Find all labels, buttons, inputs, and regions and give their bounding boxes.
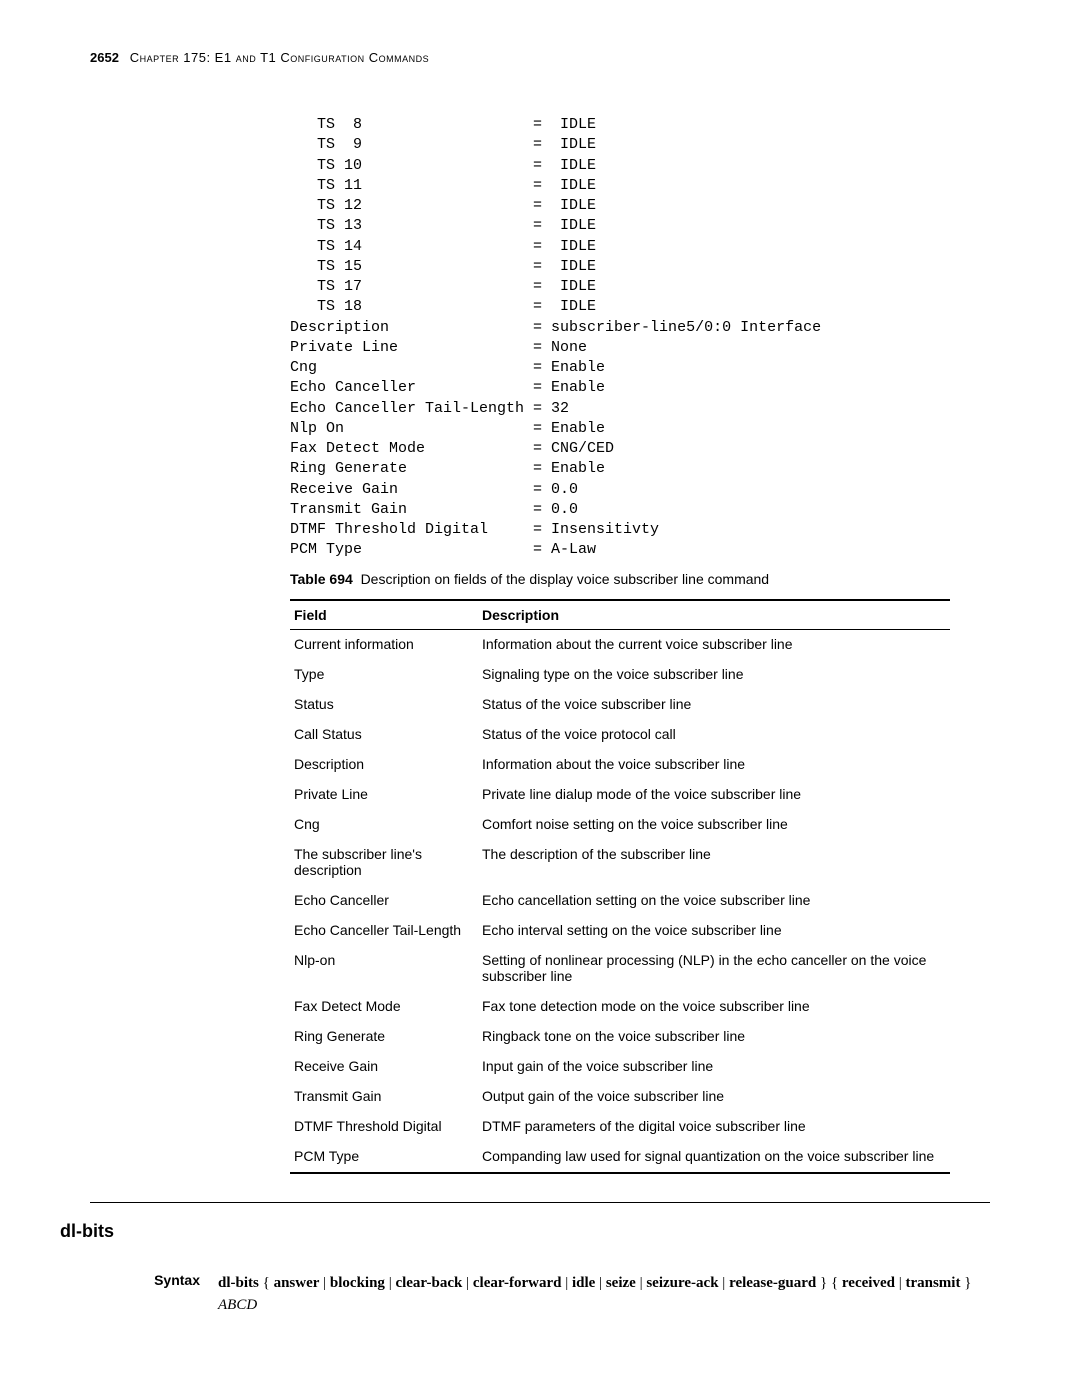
field-cell: Echo Canceller (290, 886, 478, 916)
table-header-field: Field (290, 600, 478, 630)
table-caption: Table 694 Description on fields of the d… (290, 571, 990, 587)
syntax-body: dl-bits { answer | blocking | clear-back… (218, 1272, 990, 1317)
table-row: Ring GenerateRingback tone on the voice … (290, 1022, 950, 1052)
table-row: CngComfort noise setting on the voice su… (290, 810, 950, 840)
table-row: Receive GainInput gain of the voice subs… (290, 1052, 950, 1082)
page-number: 2652 (90, 50, 119, 65)
description-cell: Setting of nonlinear processing (NLP) in… (478, 946, 950, 992)
table-row: Transmit GainOutput gain of the voice su… (290, 1082, 950, 1112)
description-cell: The description of the subscriber line (478, 840, 950, 886)
table-row: Echo Canceller Tail-LengthEcho interval … (290, 916, 950, 946)
description-cell: DTMF parameters of the digital voice sub… (478, 1112, 950, 1142)
table-row: Fax Detect ModeFax tone detection mode o… (290, 992, 950, 1022)
description-cell: Private line dialup mode of the voice su… (478, 780, 950, 810)
table-row: Private LinePrivate line dialup mode of … (290, 780, 950, 810)
description-cell: Echo cancellation setting on the voice s… (478, 886, 950, 916)
section-divider (90, 1202, 990, 1203)
field-cell: Status (290, 690, 478, 720)
syntax-label: Syntax (0, 1272, 218, 1317)
field-cell: Transmit Gain (290, 1082, 478, 1112)
field-cell: Current information (290, 629, 478, 660)
table-row: DescriptionInformation about the voice s… (290, 750, 950, 780)
command-output: TS 8 = IDLE TS 9 = IDLE TS 10 = IDLE TS … (290, 115, 990, 561)
field-cell: Ring Generate (290, 1022, 478, 1052)
table-row: Echo CancellerEcho cancellation setting … (290, 886, 950, 916)
description-cell: Ringback tone on the voice subscriber li… (478, 1022, 950, 1052)
field-cell: The subscriber line's description (290, 840, 478, 886)
table-row: The subscriber line's descriptionThe des… (290, 840, 950, 886)
field-cell: Echo Canceller Tail-Length (290, 916, 478, 946)
section-heading: dl-bits (60, 1221, 990, 1242)
field-cell: Private Line (290, 780, 478, 810)
field-cell: PCM Type (290, 1142, 478, 1173)
description-cell: Companding law used for signal quantizat… (478, 1142, 950, 1173)
description-cell: Information about the voice subscriber l… (478, 750, 950, 780)
description-cell: Signaling type on the voice subscriber l… (478, 660, 950, 690)
description-cell: Fax tone detection mode on the voice sub… (478, 992, 950, 1022)
description-cell: Comfort noise setting on the voice subsc… (478, 810, 950, 840)
field-cell: Nlp-on (290, 946, 478, 992)
field-cell: Call Status (290, 720, 478, 750)
table-row: TypeSignaling type on the voice subscrib… (290, 660, 950, 690)
description-cell: Echo interval setting on the voice subsc… (478, 916, 950, 946)
description-cell: Status of the voice protocol call (478, 720, 950, 750)
description-cell: Information about the current voice subs… (478, 629, 950, 660)
field-cell: Receive Gain (290, 1052, 478, 1082)
field-cell: Cng (290, 810, 478, 840)
chapter-title: Chapter 175: E1 and T1 Configuration Com… (130, 50, 429, 65)
table-row: StatusStatus of the voice subscriber lin… (290, 690, 950, 720)
field-cell: Fax Detect Mode (290, 992, 478, 1022)
description-cell: Output gain of the voice subscriber line (478, 1082, 950, 1112)
description-cell: Input gain of the voice subscriber line (478, 1052, 950, 1082)
table-row: PCM TypeCompanding law used for signal q… (290, 1142, 950, 1173)
field-cell: Type (290, 660, 478, 690)
table-row: Nlp-onSetting of nonlinear processing (N… (290, 946, 950, 992)
table-caption-text: Description on fields of the display voi… (361, 571, 770, 587)
table-row: DTMF Threshold DigitalDTMF parameters of… (290, 1112, 950, 1142)
table-header-description: Description (478, 600, 950, 630)
description-cell: Status of the voice subscriber line (478, 690, 950, 720)
table-row: Call StatusStatus of the voice protocol … (290, 720, 950, 750)
description-table: Field Description Current informationInf… (290, 599, 950, 1174)
table-row: Current informationInformation about the… (290, 629, 950, 660)
table-number: Table 694 (290, 571, 353, 587)
field-cell: DTMF Threshold Digital (290, 1112, 478, 1142)
syntax-row: Syntax dl-bits { answer | blocking | cle… (90, 1272, 990, 1317)
field-cell: Description (290, 750, 478, 780)
page-header: 2652 Chapter 175: E1 and T1 Configuratio… (90, 50, 990, 65)
